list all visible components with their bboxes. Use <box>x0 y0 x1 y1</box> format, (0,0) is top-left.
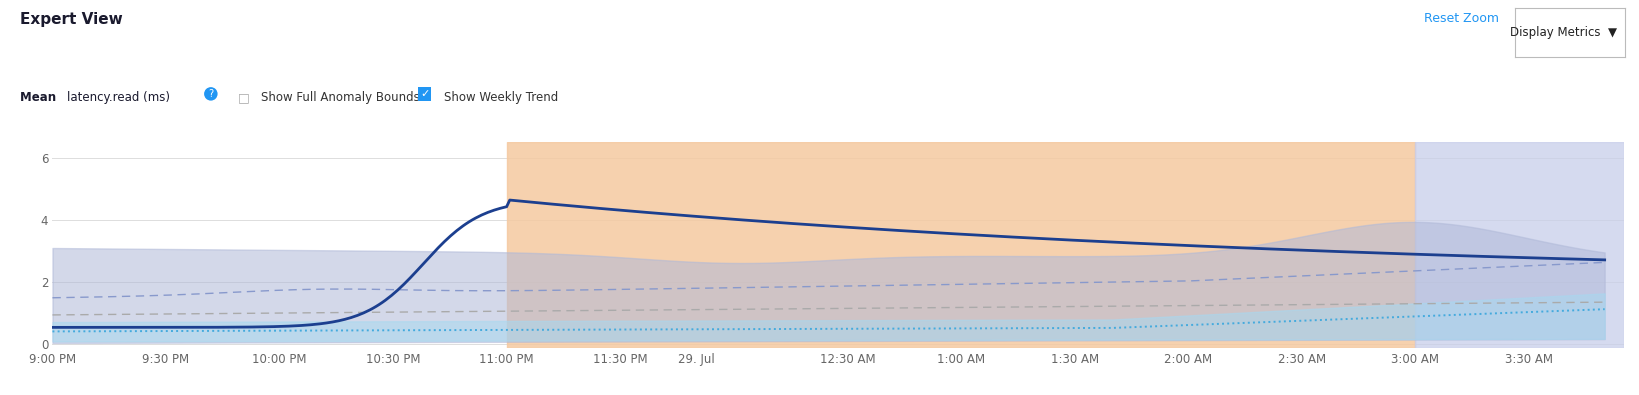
Text: ✓: ✓ <box>420 89 429 99</box>
Text: Reset Zoom: Reset Zoom <box>1423 12 1498 25</box>
Text: Show Weekly Trend: Show Weekly Trend <box>444 91 559 104</box>
Bar <box>506 142 1414 348</box>
Bar <box>1414 142 1623 348</box>
Text: Show Full Anomaly Bounds: Show Full Anomaly Bounds <box>261 91 420 104</box>
Text: ?: ? <box>208 89 213 99</box>
Text: Expert View: Expert View <box>20 12 123 27</box>
Text: latency.read (ms): latency.read (ms) <box>67 91 170 104</box>
Text: Mean: Mean <box>20 91 61 104</box>
Text: □: □ <box>238 91 249 104</box>
Text: Display Metrics  ▼: Display Metrics ▼ <box>1510 26 1616 39</box>
